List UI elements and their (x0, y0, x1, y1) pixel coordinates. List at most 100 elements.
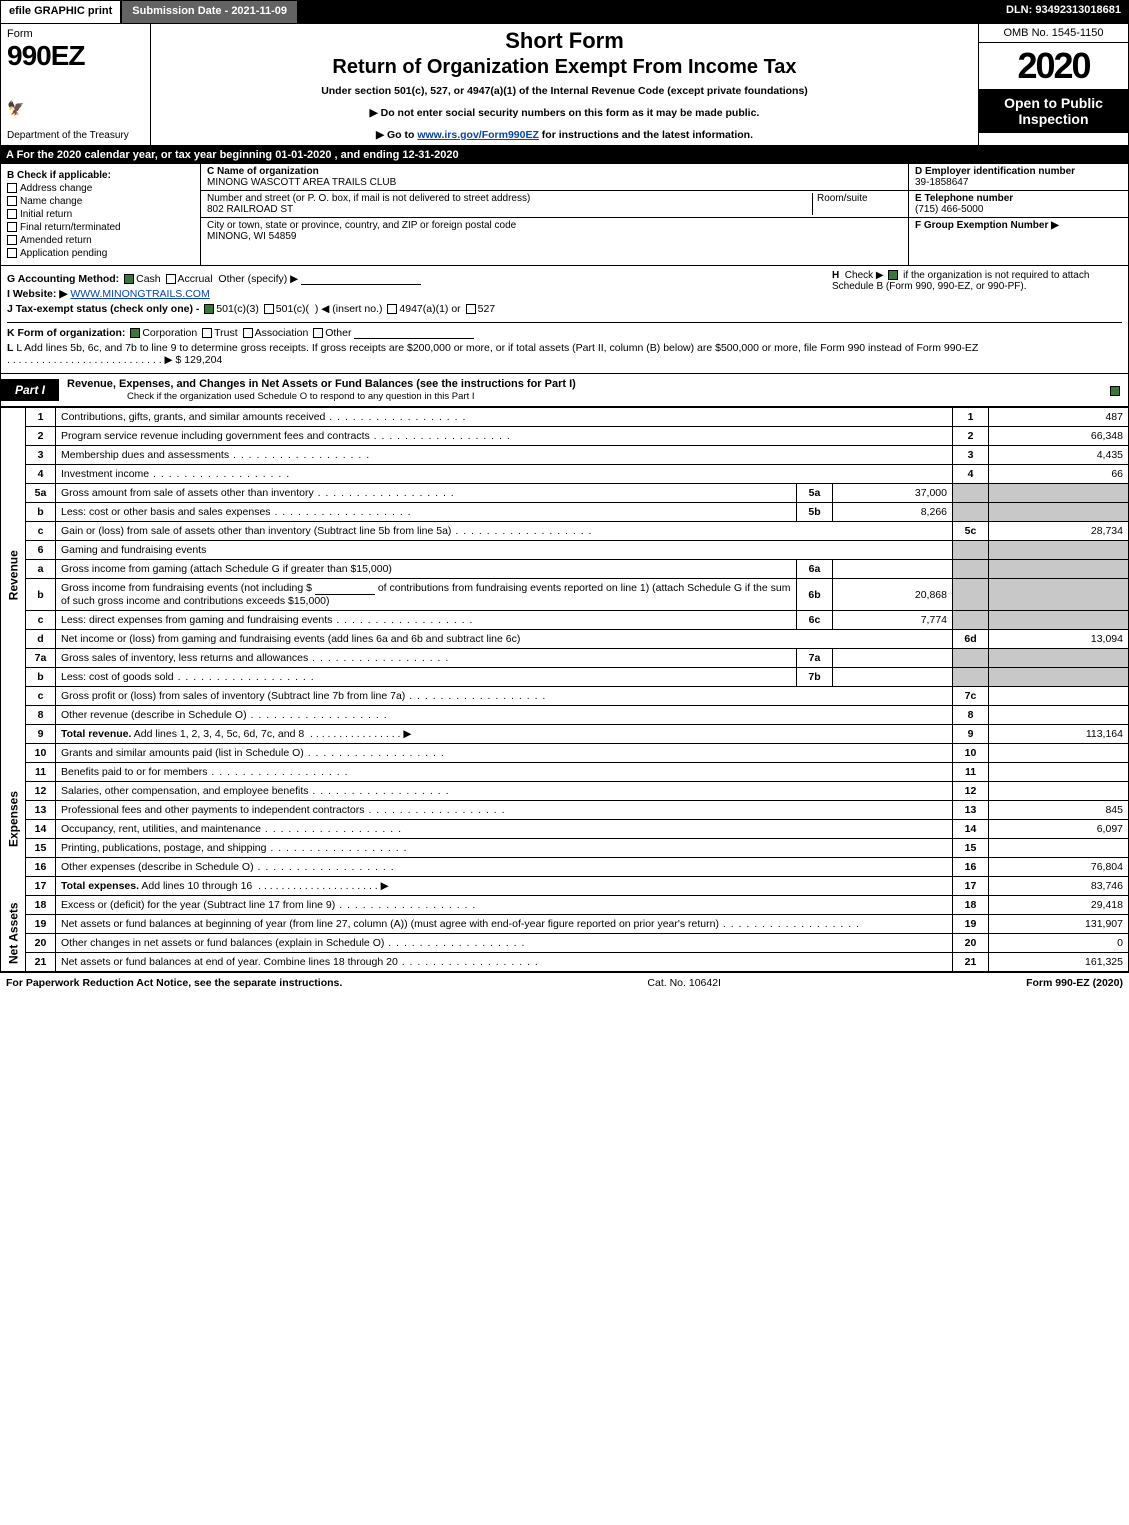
chk-501c[interactable] (264, 304, 274, 314)
line-5a: 5aGross amount from sale of assets other… (1, 484, 1129, 503)
line-6c: cLess: direct expenses from gaming and f… (1, 610, 1129, 629)
dln-label: DLN: 93492313018681 (998, 0, 1129, 24)
line-7b: bLess: cost of goods sold 7b (1, 667, 1129, 686)
return-title: Return of Organization Exempt From Incom… (161, 56, 968, 79)
section-l: L L Add lines 5b, 6c, and 7b to line 9 t… (7, 342, 1122, 366)
chk-accrual[interactable] (166, 274, 176, 284)
section-j: J Tax-exempt status (check only one) - 5… (7, 303, 822, 315)
chk-final-return[interactable]: Final return/terminated (7, 222, 194, 233)
chk-initial-return[interactable]: Initial return (7, 209, 194, 220)
section-c: C Name of organization MINONG WASCOTT AR… (201, 164, 908, 265)
page-footer: For Paperwork Reduction Act Notice, see … (0, 972, 1129, 993)
chk-name-change[interactable]: Name change (7, 196, 194, 207)
ein-label: D Employer identification number (915, 166, 1122, 177)
line-7a: 7aGross sales of inventory, less returns… (1, 648, 1129, 667)
line-6b: b Gross income from fundraising events (… (1, 579, 1129, 610)
chk-corporation[interactable] (130, 328, 140, 338)
line-12: 12Salaries, other compensation, and empl… (1, 781, 1129, 800)
section-g: G Accounting Method: Cash Accrual Other … (7, 273, 822, 285)
form-header: Form 990EZ 🦅 Department of the Treasury … (0, 24, 1129, 146)
part1-table: Revenue 1 Contributions, gifts, grants, … (0, 407, 1129, 971)
irs-link[interactable]: www.irs.gov/Form990EZ (417, 129, 539, 141)
line-18: Net Assets 18Excess or (deficit) for the… (1, 895, 1129, 914)
section-def: D Employer identification number 39-1858… (908, 164, 1128, 265)
line-5c: cGain or (loss) from sale of assets othe… (1, 522, 1129, 541)
chk-4947[interactable] (387, 304, 397, 314)
phone-value: (715) 466-5000 (915, 204, 1122, 215)
part1-tab: Part I (1, 379, 59, 401)
street-label: Number and street (or P. O. box, if mail… (207, 193, 530, 204)
line-11: 11Benefits paid to or for members11 (1, 762, 1129, 781)
city-label: City or town, state or province, country… (207, 220, 516, 231)
header-mid: Short Form Return of Organization Exempt… (151, 24, 978, 145)
line-21: 21Net assets or fund balances at end of … (1, 952, 1129, 971)
top-bar: efile GRAPHIC print Submission Date - 20… (0, 0, 1129, 24)
line-6: 6Gaming and fundraising events (1, 541, 1129, 560)
chk-address-change[interactable]: Address change (7, 183, 194, 194)
chk-cash[interactable] (124, 274, 134, 284)
chk-527[interactable] (466, 304, 476, 314)
line-6a: aGross income from gaming (attach Schedu… (1, 560, 1129, 579)
chk-application-pending[interactable]: Application pending (7, 248, 194, 259)
short-form-title: Short Form (161, 28, 968, 54)
revenue-side-label: Revenue (1, 408, 26, 743)
section-b-title: B Check if applicable: (7, 170, 194, 181)
department-label: Department of the Treasury (7, 130, 137, 141)
open-public-badge: Open to Public Inspection (979, 89, 1128, 133)
line6b-amount-input[interactable] (315, 583, 375, 595)
line-10: Expenses 10Grants and similar amounts pa… (1, 743, 1129, 762)
section-k: K Form of organization: Corporation Trus… (7, 322, 1122, 339)
line-5b: bLess: cost or other basis and sales exp… (1, 503, 1129, 522)
chk-amended-return[interactable]: Amended return (7, 235, 194, 246)
other-org-input[interactable] (354, 327, 474, 339)
part1-title: Revenue, Expenses, and Changes in Net As… (59, 374, 1102, 406)
under-section-text: Under section 501(c), 527, or 4947(a)(1)… (161, 85, 968, 97)
line-7c: cGross profit or (loss) from sales of in… (1, 686, 1129, 705)
efile-print-button[interactable]: efile GRAPHIC print (0, 0, 121, 24)
other-method-input[interactable] (301, 273, 421, 285)
website-link[interactable]: WWW.MINONGTRAILS.COM (70, 288, 209, 300)
line-14: 14Occupancy, rent, utilities, and mainte… (1, 819, 1129, 838)
room-label: Room/suite (817, 193, 868, 204)
chk-schedule-b[interactable] (888, 270, 898, 280)
line-13: 13Professional fees and other payments t… (1, 800, 1129, 819)
section-i: I Website: ▶ WWW.MINONGTRAILS.COM (7, 288, 822, 300)
section-h-text: if the organization is not required to a… (832, 270, 1089, 292)
chk-association[interactable] (243, 328, 253, 338)
line-16: 16Other expenses (describe in Schedule O… (1, 857, 1129, 876)
entity-info-grid: B Check if applicable: Address change Na… (0, 164, 1129, 266)
chk-other-org[interactable] (313, 328, 323, 338)
tax-year: 2020 (979, 43, 1128, 89)
tax-period-bar: A For the 2020 calendar year, or tax yea… (0, 146, 1129, 164)
line-3: 3Membership dues and assessments 34,435 (1, 446, 1129, 465)
form-word: Form (7, 28, 144, 40)
line-15: 15Printing, publications, postage, and s… (1, 838, 1129, 857)
footer-left: For Paperwork Reduction Act Notice, see … (6, 977, 342, 989)
chk-trust[interactable] (202, 328, 212, 338)
phone-label: E Telephone number (915, 193, 1122, 204)
meta-block: G Accounting Method: Cash Accrual Other … (0, 266, 1129, 374)
chk-501c3[interactable] (204, 304, 214, 314)
group-exempt-label: F Group Exemption Number ▶ (915, 220, 1122, 231)
line-17: 17 Total expenses. Add lines 10 through … (1, 876, 1129, 895)
ssn-warning: ▶ Do not enter social security numbers o… (161, 107, 968, 119)
netassets-side-label: Net Assets (1, 895, 26, 971)
line-6d: dNet income or (loss) from gaming and fu… (1, 629, 1129, 648)
expenses-side-label: Expenses (1, 743, 26, 895)
line-9: 9 Total revenue. Add lines 1, 2, 3, 4, 5… (1, 724, 1129, 743)
chk-part1-schedule-o[interactable] (1110, 386, 1120, 396)
section-h: H Check ▶ if the organization is not req… (822, 270, 1122, 318)
gross-receipts-value: 129,204 (184, 354, 222, 366)
line-20: 20Other changes in net assets or fund ba… (1, 933, 1129, 952)
form-number: 990EZ (7, 40, 144, 72)
ein-value: 39-1858647 (915, 177, 1122, 188)
omb-number: OMB No. 1545-1150 (979, 24, 1128, 43)
part1-header: Part I Revenue, Expenses, and Changes in… (0, 374, 1129, 407)
header-left: Form 990EZ 🦅 Department of the Treasury (1, 24, 151, 145)
submission-date-button[interactable]: Submission Date - 2021-11-09 (121, 0, 298, 24)
footer-right: Form 990-EZ (2020) (1026, 977, 1123, 989)
goto-link-line: ▶ Go to www.irs.gov/Form990EZ for instru… (161, 129, 968, 141)
street-value: 802 RAILROAD ST (207, 204, 293, 215)
line-8: 8Other revenue (describe in Schedule O) … (1, 705, 1129, 724)
city-value: MINONG, WI 54859 (207, 231, 296, 242)
